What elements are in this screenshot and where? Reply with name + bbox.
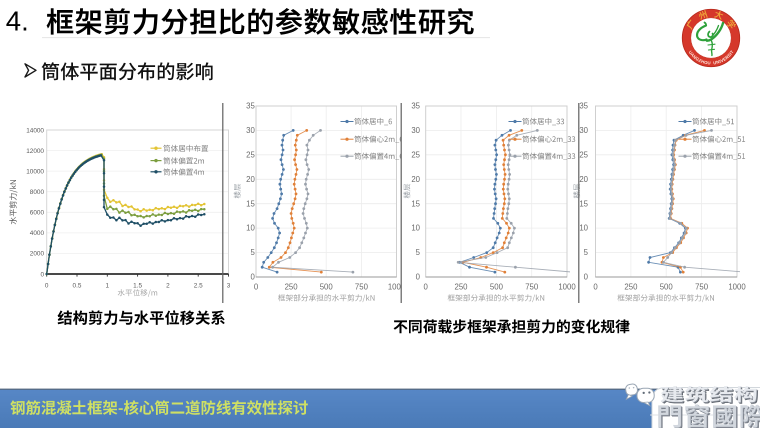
svg-text:10: 10 (579, 224, 588, 233)
svg-text:3: 3 (227, 283, 231, 290)
svg-text:0: 0 (584, 273, 589, 282)
svg-text:25: 25 (246, 150, 255, 159)
svg-text:2000: 2000 (30, 251, 45, 258)
svg-text:10000: 10000 (26, 168, 44, 175)
svg-text:5: 5 (250, 248, 255, 257)
svg-text:5: 5 (584, 248, 589, 257)
svg-text:15: 15 (411, 199, 420, 208)
svg-text:30: 30 (246, 126, 255, 135)
svg-text:1000: 1000 (728, 283, 746, 292)
svg-text:250: 250 (454, 283, 468, 292)
svg-text:1: 1 (106, 283, 110, 290)
svg-text:0: 0 (250, 273, 255, 282)
svg-text:0: 0 (254, 283, 259, 292)
svg-text:500: 500 (490, 283, 504, 292)
svg-text:0: 0 (416, 273, 421, 282)
svg-text:750: 750 (355, 283, 369, 292)
svg-text:750: 750 (695, 283, 709, 292)
svg-text:500: 500 (320, 283, 334, 292)
svg-text:0: 0 (45, 283, 49, 290)
svg-text:1000: 1000 (558, 283, 576, 292)
svg-text:0: 0 (424, 283, 429, 292)
svg-text:15: 15 (579, 199, 588, 208)
svg-text:30: 30 (411, 126, 420, 135)
svg-text:4000: 4000 (30, 230, 45, 237)
svg-text:6000: 6000 (30, 210, 45, 217)
svg-text:8000: 8000 (30, 189, 45, 196)
svg-text:20: 20 (579, 175, 588, 184)
svg-text:10: 10 (411, 224, 420, 233)
svg-text:1.5: 1.5 (133, 283, 142, 290)
svg-text:20: 20 (411, 175, 420, 184)
svg-text:35: 35 (246, 102, 255, 111)
svg-text:250: 250 (285, 283, 299, 292)
svg-text:0.5: 0.5 (73, 283, 82, 290)
svg-text:20: 20 (246, 175, 255, 184)
svg-text:4.: 4. (6, 5, 29, 36)
svg-text:2: 2 (166, 283, 170, 290)
svg-text:25: 25 (411, 150, 420, 159)
svg-text:15: 15 (246, 199, 255, 208)
svg-text:500: 500 (660, 283, 674, 292)
svg-text:35: 35 (411, 102, 420, 111)
svg-text:14000: 14000 (26, 127, 44, 134)
svg-text:0: 0 (593, 283, 598, 292)
svg-text:30: 30 (579, 126, 588, 135)
svg-text:12000: 12000 (26, 148, 44, 155)
svg-text:2.5: 2.5 (194, 283, 203, 290)
svg-text:750: 750 (525, 283, 539, 292)
svg-text:25: 25 (579, 150, 588, 159)
svg-text:1000: 1000 (388, 283, 406, 292)
svg-text:35: 35 (579, 102, 588, 111)
svg-text:250: 250 (624, 283, 638, 292)
svg-text:10: 10 (246, 224, 255, 233)
svg-text:0: 0 (40, 271, 44, 278)
svg-text:5: 5 (416, 248, 421, 257)
